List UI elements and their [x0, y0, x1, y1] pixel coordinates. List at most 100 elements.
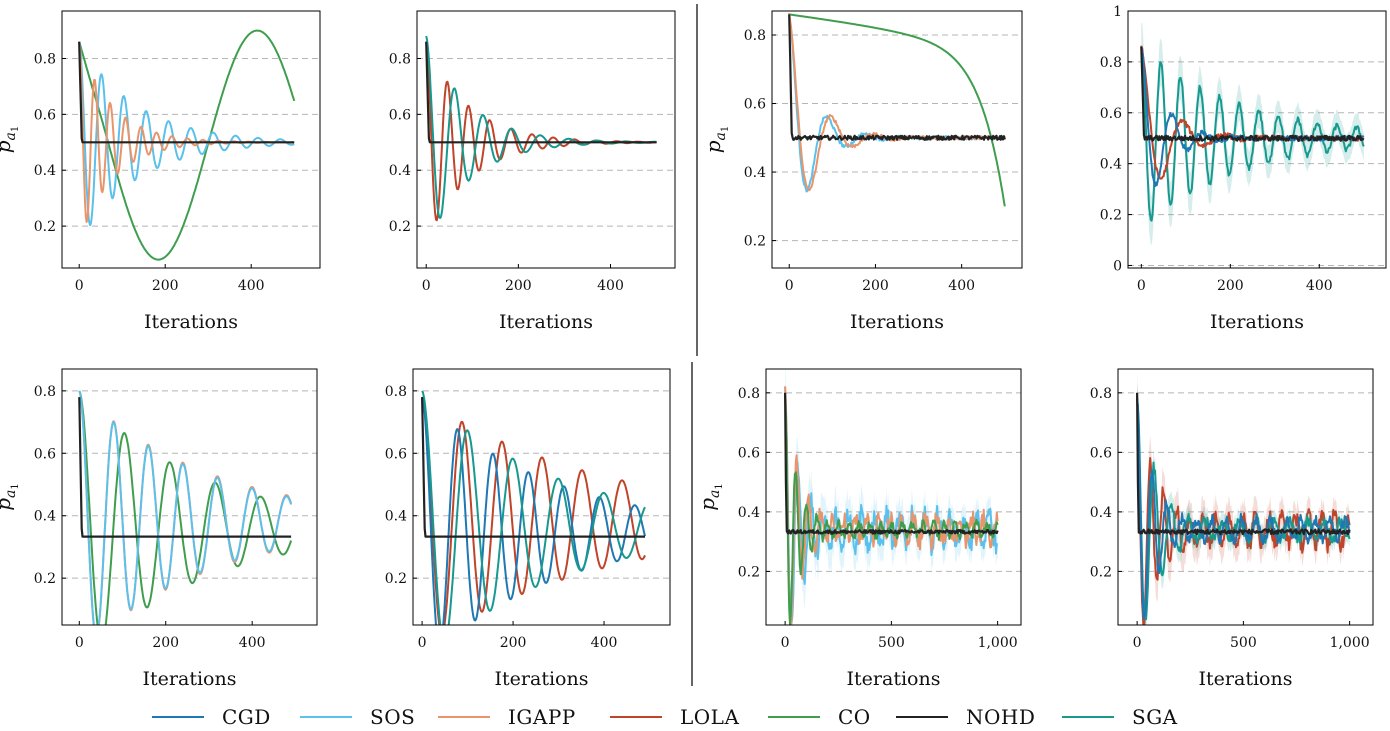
series-line-nohd — [1140, 46, 1365, 142]
y-tick-label: 0.8 — [744, 28, 766, 44]
x-tick-label: 200 — [500, 635, 527, 651]
y-tick-label: 0.2 — [34, 219, 56, 235]
series-line-co — [78, 29, 296, 261]
y-tick-label: 0.8 — [34, 51, 56, 67]
x-tick-label: 200 — [1217, 278, 1244, 294]
legend-item-lola: LOLA — [610, 703, 739, 731]
series-line-cgd — [421, 396, 646, 625]
series-line-nohd — [425, 41, 657, 144]
y-tick-label: 0.4 — [1090, 505, 1112, 521]
y-tick-label: 0.4 — [1100, 157, 1122, 173]
plot-area — [1136, 370, 1351, 625]
y-tick-label: 0.8 — [389, 51, 411, 67]
series-line-sga — [425, 35, 657, 219]
x-tick-label: 0 — [418, 635, 427, 651]
series-line-sos — [784, 387, 999, 625]
series-line-sos — [78, 390, 293, 625]
x-tick-label: 400 — [597, 278, 624, 294]
plot-frame — [61, 368, 318, 626]
y-tick-label: 0.2 — [1100, 208, 1122, 224]
y-tick-label: 0.4 — [34, 163, 56, 179]
x-axis-label: Iterations — [847, 668, 941, 690]
y-tick-label: 0.2 — [738, 564, 760, 580]
plot-frame — [771, 10, 1023, 269]
legend-label-cgd: CGD — [222, 705, 271, 729]
x-axis-label: Iterations — [144, 311, 238, 333]
y-tick-label: 0.2 — [34, 571, 56, 587]
plot-frame — [412, 368, 671, 626]
x-tick-label: 1,000 — [1330, 635, 1370, 651]
y-tick-label: 0.2 — [744, 234, 766, 250]
x-axis-label: Iterations — [495, 668, 589, 690]
band-sos — [785, 369, 998, 625]
legend-label-sga: SGA — [1132, 705, 1178, 729]
plot-frame — [1127, 10, 1387, 269]
legend-label-sos: SOS — [370, 705, 416, 729]
series-line-nohd — [78, 41, 295, 144]
plot-frame — [1117, 368, 1374, 626]
x-axis-label: Iterations — [850, 311, 944, 333]
x-tick-label: 500 — [878, 635, 905, 651]
series-line-nohd — [78, 397, 292, 538]
series-line-co — [78, 390, 293, 625]
y-tick-label: 0.8 — [738, 386, 760, 402]
y-axis-label: pa1 — [701, 126, 731, 154]
plot-frame — [765, 368, 1022, 626]
legend-swatch-sga — [1062, 716, 1114, 718]
legend-label-co: CO — [838, 705, 871, 729]
y-axis-label: pa1 — [695, 483, 725, 511]
x-tick-label: 400 — [239, 635, 266, 651]
series-line-sga — [421, 390, 646, 625]
chart-4: 0 0.2 0.4 0.6 0.8 1 0 200 400 Iterations — [1100, 4, 1387, 333]
x-axis-label: Iterations — [143, 668, 237, 690]
legend-item-nohd: NOHD — [896, 703, 1035, 731]
plot-area — [425, 35, 657, 222]
x-tick-label: 1,000 — [978, 635, 1018, 651]
chart-6: 0.2 0.4 0.6 0.8 0 200 400 Iterations — [385, 368, 671, 690]
y-tick-label: 0.4 — [385, 509, 407, 525]
series-line-nohd — [788, 14, 1006, 141]
plot-frame — [61, 10, 321, 269]
y-axis-label: pa1 — [0, 483, 21, 511]
chart-7: 0.2 0.4 0.6 0.8 0 500 1,000 Iterations pa1 — [695, 368, 1022, 690]
x-axis-label: Iterations — [1199, 668, 1293, 690]
legend-swatch-sos — [300, 716, 352, 718]
x-axis-label: Iterations — [1210, 311, 1304, 333]
x-tick-label: 400 — [948, 278, 975, 294]
y-tick-label: 0.6 — [738, 445, 760, 461]
y-tick-label: 0.4 — [744, 165, 766, 181]
x-tick-label: 400 — [1306, 278, 1333, 294]
x-tick-label: 500 — [1230, 635, 1257, 651]
y-tick-label: 0.4 — [389, 163, 411, 179]
chart-5: 0.2 0.4 0.6 0.8 0 200 400 Iterations pa1 — [0, 368, 318, 690]
plot-area — [421, 390, 646, 625]
y-tick-label: 0.6 — [34, 107, 56, 123]
x-tick-label: 200 — [505, 278, 532, 294]
y-tick-label: 0 — [1113, 258, 1122, 274]
x-tick-label: 0 — [1137, 278, 1146, 294]
x-tick-label: 400 — [238, 278, 265, 294]
x-tick-label: 200 — [152, 635, 179, 651]
y-tick-label: 0.8 — [385, 384, 407, 400]
y-tick-label: 0.8 — [1090, 386, 1112, 402]
plot-area — [78, 390, 293, 625]
y-tick-label: 0.8 — [1100, 55, 1122, 71]
x-axis-label: Iterations — [499, 311, 593, 333]
x-tick-label: 400 — [591, 635, 618, 651]
plot-frame — [416, 10, 676, 269]
chart-8: 0.2 0.4 0.6 0.8 0 500 1,000 Iterations — [1090, 368, 1374, 690]
x-tick-label: 0 — [1133, 635, 1142, 651]
x-tick-label: 0 — [781, 635, 790, 651]
series-line-sos — [788, 12, 1005, 193]
y-tick-label: 0.8 — [34, 384, 56, 400]
series-line-sga — [1141, 47, 1365, 222]
y-tick-label: 0.6 — [744, 97, 766, 113]
y-tick-label: 1 — [1113, 4, 1122, 20]
legend-label-igapp: IGAPP — [508, 705, 576, 729]
legend-swatch-lola — [610, 716, 662, 718]
y-tick-label: 0.6 — [1100, 106, 1122, 122]
y-tick-label: 0.4 — [738, 505, 760, 521]
legend-item-cgd: CGD — [152, 703, 271, 731]
series-line-igapp — [784, 386, 999, 625]
